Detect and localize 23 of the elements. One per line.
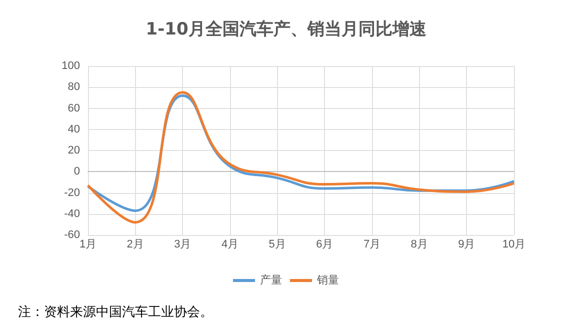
- text: 注：资料来源中国汽车工业协会。: [18, 305, 213, 320]
- x-tick-label: 9月: [458, 238, 476, 250]
- y-tick-label: 40: [68, 123, 80, 136]
- x-tick-label: 4月: [221, 238, 239, 250]
- chart-title: 1-10月全国汽车产、销当月同比增速: [146, 20, 426, 40]
- y-tick-label: 100: [62, 60, 80, 72]
- y-tick-label: 80: [68, 81, 80, 94]
- legend-label: 产量: [260, 274, 282, 286]
- legend-label: 销量: [316, 274, 339, 286]
- x-tick-label: 3月: [174, 238, 192, 250]
- x-tick-label: 6月: [316, 238, 334, 250]
- y-tick-label: 20: [68, 144, 80, 156]
- x-tick-label: 2月: [126, 238, 144, 250]
- x-tick-label: 1月: [79, 238, 97, 250]
- y-tick-label: -40: [64, 208, 80, 220]
- y-tick-label: -20: [64, 186, 80, 199]
- x-tick-label: 10月: [502, 238, 526, 250]
- y-tick-label: 60: [68, 102, 80, 114]
- y-tick-label: 0: [74, 166, 80, 178]
- x-tick-label: 5月: [268, 238, 286, 250]
- y-tick-label: -60: [64, 229, 80, 241]
- x-tick-label: 8月: [410, 238, 428, 250]
- x-tick-label: 7月: [363, 238, 381, 250]
